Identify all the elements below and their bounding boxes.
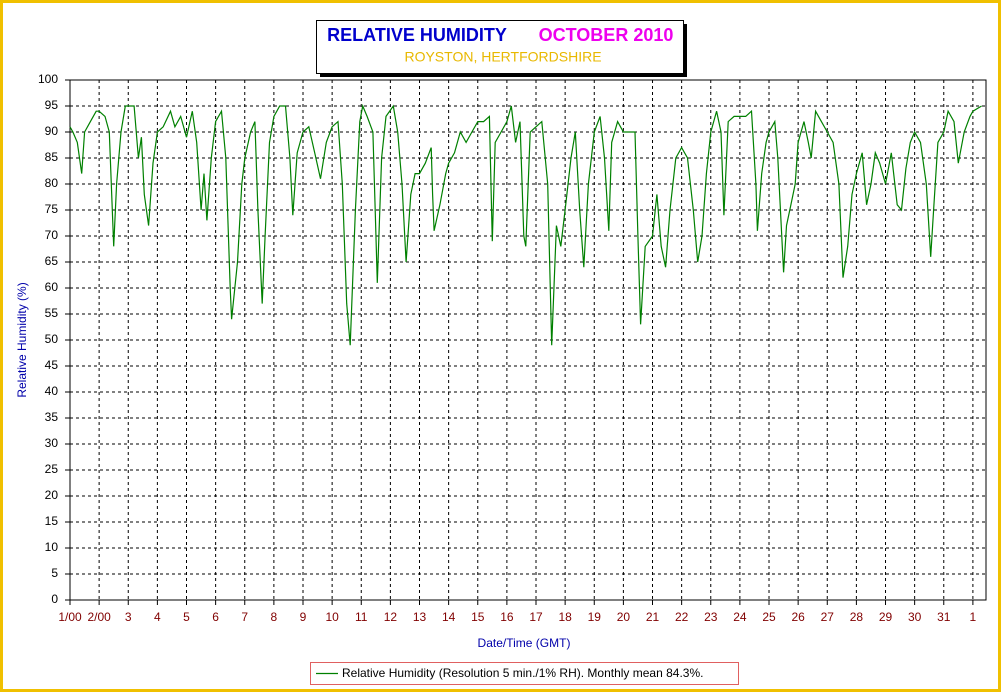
y-tick-label: 35 — [45, 410, 59, 424]
y-tick-label: 65 — [45, 254, 59, 268]
x-tick-label: 12 — [384, 610, 398, 624]
chart-subtitle: ROYSTON, HERTFORDSHIRE — [404, 49, 601, 65]
x-tick-label: 10 — [325, 610, 339, 624]
y-tick-label: 30 — [45, 436, 59, 450]
y-tick-label: 55 — [45, 306, 59, 320]
x-tick-label: 3 — [125, 610, 132, 624]
y-tick-label: 40 — [45, 384, 59, 398]
x-tick-label: 14 — [442, 610, 456, 624]
x-tick-label: 6 — [212, 610, 219, 624]
y-tick-label: 85 — [45, 150, 59, 164]
y-tick-label: 5 — [51, 566, 58, 580]
x-tick-label: 5 — [183, 610, 190, 624]
y-tick-label: 75 — [45, 202, 59, 216]
chart-period: OCTOBER 2010 — [539, 25, 674, 45]
legend-label: Relative Humidity (Resolution 5 min./1% … — [342, 666, 703, 680]
x-tick-label: 19 — [588, 610, 602, 624]
x-tick-label: 21 — [646, 610, 660, 624]
x-tick-label: 11 — [355, 610, 368, 624]
y-tick-label: 90 — [45, 124, 59, 138]
x-tick-label: 18 — [558, 610, 572, 624]
x-tick-label: 13 — [413, 610, 427, 624]
title-box — [316, 20, 684, 74]
x-tick-label: 2/00 — [87, 610, 111, 624]
y-tick-label: 20 — [45, 488, 59, 502]
y-tick-label: 15 — [45, 514, 59, 528]
data-line — [69, 103, 982, 346]
x-tick-label: 8 — [271, 610, 278, 624]
y-tick-label: 80 — [45, 176, 59, 190]
y-tick-label: 0 — [51, 592, 58, 606]
x-tick-label: 22 — [675, 610, 689, 624]
x-tick-label: 29 — [879, 610, 893, 624]
x-tick-label: 25 — [762, 610, 776, 624]
x-tick-label: 17 — [529, 610, 543, 624]
x-tick-label: 27 — [821, 610, 835, 624]
y-tick-label: 25 — [45, 462, 59, 476]
x-tick-label: 26 — [791, 610, 805, 624]
x-tick-label: 15 — [471, 610, 485, 624]
legend-box — [310, 662, 739, 685]
y-tick-label: 60 — [45, 280, 59, 294]
x-tick-label: 30 — [908, 610, 922, 624]
y-axis-label: Relative Humidity (%) — [15, 282, 29, 397]
x-tick-label: 24 — [733, 610, 747, 624]
x-axis-label: Date/Time (GMT) — [478, 636, 571, 650]
x-tick-label: 1/00 — [58, 610, 82, 624]
x-tick-label: 28 — [850, 610, 864, 624]
x-tick-label: 1 — [970, 610, 977, 624]
x-tick-label: 16 — [500, 610, 514, 624]
y-tick-label: 70 — [45, 228, 59, 242]
y-tick-label: 45 — [45, 358, 59, 372]
chart-title: RELATIVE HUMIDITY — [327, 25, 507, 45]
x-tick-label: 7 — [241, 610, 248, 624]
x-tick-label: 31 — [937, 610, 951, 624]
y-tick-label: 10 — [45, 540, 59, 554]
x-tick-label: 4 — [154, 610, 161, 624]
y-tick-label: 100 — [38, 72, 58, 86]
x-tick-label: 23 — [704, 610, 718, 624]
x-tick-label: 9 — [300, 610, 307, 624]
x-tick-label: 20 — [617, 610, 631, 624]
y-tick-label: 95 — [45, 98, 59, 112]
y-tick-label: 50 — [45, 332, 59, 346]
